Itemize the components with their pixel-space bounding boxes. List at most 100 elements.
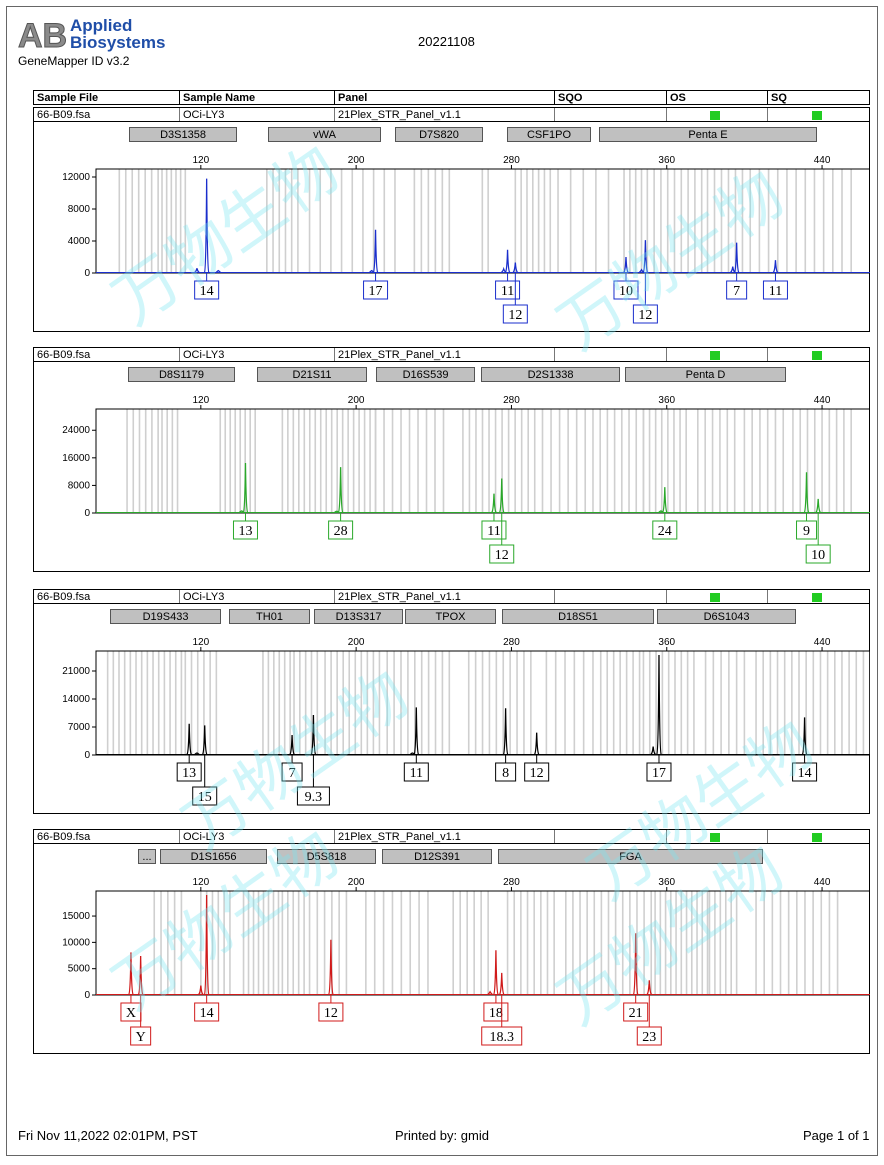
peak[interactable]	[203, 178, 210, 273]
allele-box[interactable]	[281, 762, 303, 782]
marker-label[interactable]: D21S11	[257, 367, 367, 382]
peak[interactable]	[646, 980, 653, 995]
peak[interactable]	[238, 510, 245, 513]
allele-box[interactable]	[623, 1002, 649, 1022]
peak[interactable]	[369, 269, 375, 273]
marker-label[interactable]: D7S820	[395, 127, 483, 142]
marker-label[interactable]: D18S51	[502, 609, 654, 624]
allele-box[interactable]	[176, 762, 202, 782]
allele-box[interactable]	[502, 304, 528, 324]
allele-box[interactable]	[130, 1026, 152, 1046]
allele-box[interactable]	[726, 280, 748, 300]
peak[interactable]	[215, 269, 221, 273]
allele-call: 15	[198, 790, 212, 805]
peak[interactable]	[772, 260, 779, 273]
peak[interactable]	[242, 462, 249, 513]
allele-box[interactable]	[232, 520, 258, 540]
peak[interactable]	[310, 714, 317, 755]
marker-label[interactable]: D6S1043	[657, 609, 796, 624]
allele-box[interactable]	[632, 304, 658, 324]
peak[interactable]	[372, 229, 379, 273]
marker-label[interactable]: D2S1338	[481, 367, 620, 382]
peak[interactable]	[491, 493, 497, 513]
sample-file: 66-B09.fsa	[37, 831, 91, 843]
peak[interactable]	[487, 990, 493, 995]
allele-box[interactable]	[796, 520, 818, 540]
allele-box[interactable]	[652, 520, 678, 540]
peak[interactable]	[662, 487, 668, 513]
peak[interactable]	[289, 734, 295, 755]
peak[interactable]	[642, 240, 649, 273]
marker-label[interactable]: vWA	[268, 127, 381, 142]
peak[interactable]	[501, 266, 507, 273]
allele-box[interactable]	[762, 280, 788, 300]
marker-label[interactable]: Penta E	[599, 127, 817, 142]
marker-label[interactable]: FGA	[498, 849, 763, 864]
peak[interactable]	[533, 732, 540, 755]
peak[interactable]	[493, 950, 499, 995]
peak[interactable]	[623, 256, 629, 273]
allele-box[interactable]	[495, 762, 517, 782]
allele-box[interactable]	[481, 1026, 523, 1046]
peak[interactable]	[803, 472, 810, 513]
peak[interactable]	[498, 972, 505, 995]
peak[interactable]	[730, 266, 736, 273]
peak[interactable]	[203, 894, 210, 995]
marker-label[interactable]: D5S818	[277, 849, 376, 864]
peak[interactable]	[186, 723, 192, 755]
peak[interactable]	[137, 956, 144, 995]
peak[interactable]	[632, 933, 639, 995]
peak[interactable]	[409, 752, 416, 755]
marker-label[interactable]: D8S1179	[128, 367, 235, 382]
peak[interactable]	[337, 467, 344, 513]
allele-box[interactable]	[495, 280, 521, 300]
peak[interactable]	[128, 952, 134, 995]
allele-box[interactable]	[296, 786, 330, 806]
peak[interactable]	[656, 654, 662, 755]
allele-box[interactable]	[192, 786, 218, 806]
peak[interactable]	[413, 707, 420, 755]
peak[interactable]	[498, 478, 505, 513]
allele-box[interactable]	[646, 762, 672, 782]
peak[interactable]	[201, 725, 208, 755]
peak[interactable]	[334, 510, 340, 513]
allele-box[interactable]	[363, 280, 389, 300]
marker-label[interactable]: D1S1656	[160, 849, 267, 864]
peak[interactable]	[658, 510, 664, 513]
allele-box[interactable]	[524, 762, 550, 782]
marker-label[interactable]: TPOX	[405, 609, 496, 624]
marker-label[interactable]: ...	[138, 849, 156, 864]
marker-label[interactable]: TH01	[229, 609, 310, 624]
peak[interactable]	[638, 268, 645, 273]
peak[interactable]	[512, 262, 519, 273]
allele-box[interactable]	[194, 280, 220, 300]
peak[interactable]	[194, 268, 200, 273]
allele-box[interactable]	[613, 280, 639, 300]
marker-label[interactable]: CSF1PO	[507, 127, 591, 142]
allele-box[interactable]	[489, 544, 515, 564]
marker-label[interactable]: D3S1358	[129, 127, 237, 142]
peak[interactable]	[502, 708, 509, 755]
marker-label[interactable]: D13S317	[314, 609, 403, 624]
peak[interactable]	[733, 242, 740, 273]
peak[interactable]	[328, 939, 334, 995]
allele-box[interactable]	[481, 520, 507, 540]
marker-label[interactable]: D12S391	[382, 849, 492, 864]
allele-box[interactable]	[194, 1002, 220, 1022]
allele-box[interactable]	[805, 544, 831, 564]
allele-box[interactable]	[328, 520, 354, 540]
peak[interactable]	[650, 746, 656, 755]
peak[interactable]	[801, 717, 808, 755]
marker-label[interactable]: D16S539	[376, 367, 475, 382]
peak[interactable]	[198, 985, 204, 995]
allele-box[interactable]	[318, 1002, 344, 1022]
peak[interactable]	[815, 498, 821, 513]
y-tick-label: 8000	[68, 480, 91, 491]
marker-label[interactable]: Penta D	[625, 367, 786, 382]
allele-box[interactable]	[403, 762, 429, 782]
allele-box[interactable]	[792, 762, 818, 782]
peak[interactable]	[194, 752, 200, 755]
allele-box[interactable]	[636, 1026, 662, 1046]
peak[interactable]	[504, 249, 511, 273]
marker-label[interactable]: D19S433	[110, 609, 221, 624]
